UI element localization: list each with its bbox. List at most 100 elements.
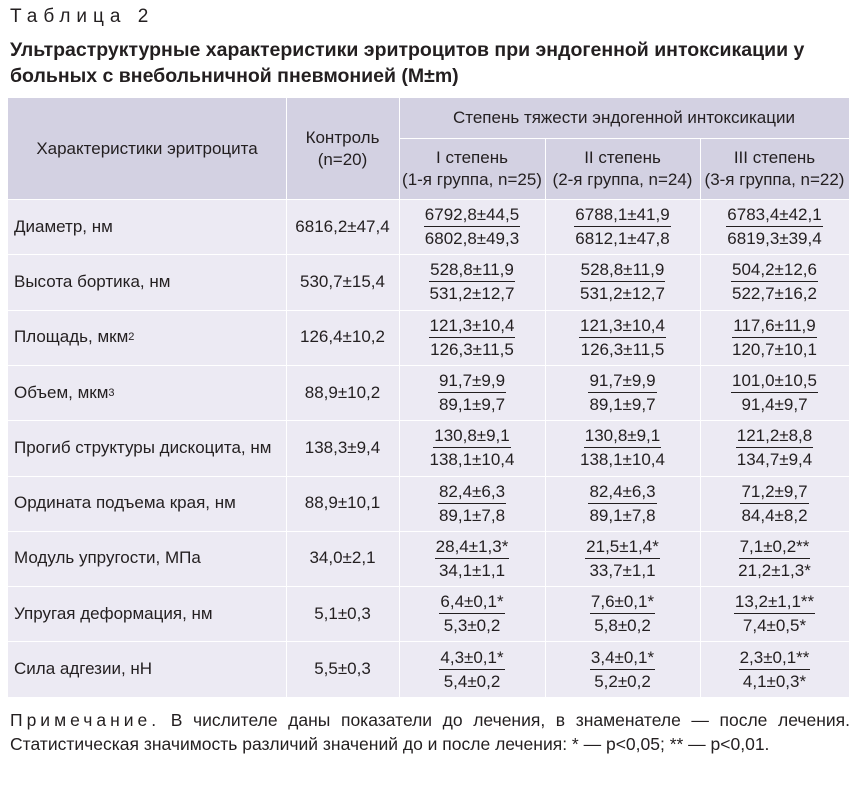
after-treatment-value: 89,1±7,8	[589, 505, 656, 525]
before-treatment-value: 130,8±9,1	[583, 425, 662, 449]
row-label-text: Модуль упругости, МПа	[14, 548, 201, 568]
before-treatment-value: 82,4±6,3	[588, 481, 657, 504]
row-divider	[8, 364, 849, 366]
group-1-value: 28,4±1,3* 34,1±1,1	[399, 531, 545, 586]
row-label: Прогиб структуры дискоцита, нм	[14, 420, 284, 475]
before-treatment-value: 91,7±9,9	[437, 370, 507, 394]
after-treatment-value: 126,3±11,5	[430, 339, 514, 359]
group-2-value: 121,3±10,4 126,3±11,5	[545, 310, 700, 365]
group-2-value: 7,6±0,1* 5,8±0,2	[545, 586, 700, 641]
before-treatment-value: 28,4±1,3*	[434, 536, 510, 559]
group-2-value: 91,7±9,9 89,1±9,7	[545, 365, 700, 420]
column-divider	[700, 138, 701, 697]
after-treatment-value: 5,4±0,2	[443, 671, 501, 691]
after-treatment-value: 6812,1±47,8	[575, 229, 670, 249]
header-group-3: III степень (3-я группа, n=22)	[704, 147, 845, 189]
before-treatment-value: 528,8±11,9	[429, 259, 515, 283]
group-2-value: 6788,1±41,9 6812,1±47,8	[545, 199, 700, 254]
table-header	[8, 98, 849, 199]
before-treatment-value: 13,2±1,1**	[733, 591, 816, 615]
before-treatment-value: 101,0±10,5	[731, 370, 818, 394]
control-value: 5,5±0,3	[314, 659, 371, 679]
group-2-value: 21,5±1,4* 33,7±1,1	[545, 531, 700, 586]
after-treatment-value: 91,4±9,7	[741, 395, 808, 415]
before-treatment-value: 4,3±0,1*	[439, 647, 505, 670]
row-label-text: Площадь, мкм	[14, 327, 129, 347]
before-treatment-value: 504,2±12,6	[731, 259, 818, 283]
row-divider	[8, 586, 849, 588]
group-2-value: 3,4±0,1* 5,2±0,2	[545, 641, 700, 696]
control-value: 138,3±9,4	[304, 437, 381, 457]
group-3-value: 2,3±0,1** 4,1±0,3*	[700, 641, 849, 696]
before-treatment-value: 117,6±11,9	[732, 315, 817, 338]
before-treatment-value: 2,3±0,1**	[738, 647, 811, 670]
row-label-text: Ордината подъема края, нм	[14, 493, 236, 513]
row-divider	[8, 254, 849, 256]
after-treatment-value: 531,2±12,7	[429, 284, 515, 304]
table-number-label: Таблица 2	[10, 6, 155, 27]
header-divider	[399, 138, 849, 139]
after-treatment-value: 21,2±1,3*	[738, 560, 811, 580]
row-label: Объем, мкм 3	[14, 365, 284, 420]
group-2-value: 82,4±6,3 89,1±7,8	[545, 476, 700, 531]
after-treatment-value: 89,1±9,7	[438, 395, 506, 415]
after-treatment-value: 138,1±10,4	[429, 450, 515, 470]
control-value: 88,9±10,2	[304, 382, 381, 402]
control-value: 530,7±15,4	[300, 271, 385, 291]
before-treatment-value: 7,1±0,2**	[738, 536, 811, 559]
data-table: Характеристики эритроцита Контроль (n=20…	[8, 98, 849, 697]
after-treatment-value: 34,1±1,1	[438, 560, 506, 580]
before-treatment-value: 528,8±11,9	[579, 259, 666, 283]
row-label-text: Диаметр, нм	[14, 216, 113, 236]
row-label: Упругая деформация, нм	[14, 586, 284, 641]
row-label: Площадь, мкм 2	[14, 310, 284, 365]
after-treatment-value: 5,8±0,2	[594, 616, 651, 636]
note-text: В числителе даны показатели до лечения, …	[10, 710, 850, 754]
control-value: 88,9±10,1	[304, 493, 381, 513]
after-treatment-value: 126,3±11,5	[580, 339, 665, 359]
after-treatment-value: 33,7±1,1	[589, 560, 656, 580]
control-value: 34,0±2,1	[309, 548, 376, 568]
control-value: 126,4±10,2	[300, 327, 385, 347]
group-1-value: 121,3±10,4 126,3±11,5	[399, 310, 545, 365]
unit-exponent: 2	[128, 331, 135, 344]
table-note: Примечание. В числителе даны показатели …	[10, 708, 850, 756]
after-treatment-value: 120,7±10,1	[732, 339, 817, 359]
row-label-text: Высота бортика, нм	[14, 271, 171, 291]
after-treatment-value: 5,2±0,2	[594, 671, 651, 691]
before-treatment-value: 91,7±9,9	[588, 370, 657, 394]
before-treatment-value: 82,4±6,3	[437, 481, 507, 504]
before-treatment-value: 121,2±8,8	[735, 425, 814, 449]
group-3-value: 6783,4±42,1 6819,3±39,4	[700, 199, 849, 254]
header-severity: Степень тяжести эндогенной интоксикации	[452, 108, 795, 127]
after-treatment-value: 5,3±0,2	[443, 616, 501, 636]
after-treatment-value: 4,1±0,3*	[742, 671, 807, 691]
row-label-text: Прогиб структуры дискоцита, нм	[14, 437, 272, 457]
group-3-value: 121,2±8,8 134,7±9,4	[700, 420, 849, 475]
row-label: Сила адгезии, нН	[14, 641, 284, 696]
unit-exponent: 3	[108, 386, 115, 399]
after-treatment-value: 138,1±10,4	[580, 450, 665, 470]
row-label-text: Объем, мкм	[14, 382, 109, 402]
row-divider	[8, 420, 849, 422]
after-treatment-value: 89,1±9,7	[589, 395, 656, 415]
after-treatment-value: 134,7±9,4	[736, 450, 813, 470]
before-treatment-value: 6783,4±42,1	[726, 204, 823, 228]
column-divider	[399, 98, 400, 697]
after-treatment-value: 7,4±0,5*	[742, 616, 807, 636]
table-title: Ультраструктурные характеристики эритроц…	[10, 39, 805, 87]
note-label: Примечание.	[10, 710, 161, 730]
header-bottom-line	[8, 199, 849, 200]
group-1-value: 528,8±11,9 531,2±12,7	[399, 254, 545, 309]
group-2-value: 528,8±11,9 531,2±12,7	[545, 254, 700, 309]
column-divider	[286, 98, 287, 697]
before-treatment-value: 130,8±9,1	[433, 425, 511, 449]
before-treatment-value: 121,3±10,4	[428, 315, 516, 338]
before-treatment-value: 3,4±0,1*	[589, 647, 656, 670]
before-treatment-value: 6792,8±44,5	[423, 204, 521, 228]
group-3-value: 504,2±12,6 522,7±16,2	[700, 254, 849, 309]
after-treatment-value: 531,2±12,7	[580, 284, 665, 304]
header-group-2: II степень (2-я группа, n=24)	[552, 147, 693, 189]
group-3-value: 101,0±10,5 91,4±9,7	[700, 365, 849, 420]
before-treatment-value: 6788,1±41,9	[574, 204, 671, 228]
